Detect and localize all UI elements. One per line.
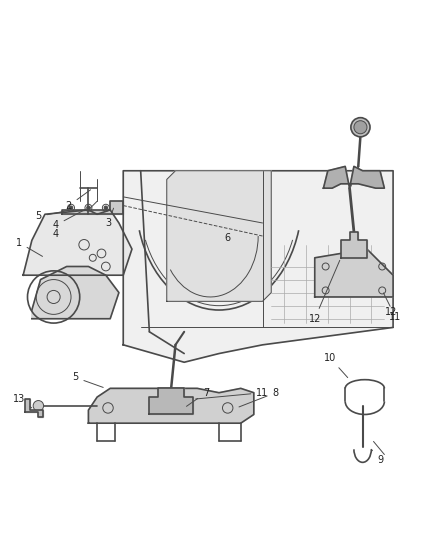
Text: 4: 4 <box>53 229 59 239</box>
Circle shape <box>104 206 108 209</box>
Text: 9: 9 <box>371 449 383 465</box>
Polygon shape <box>323 166 385 188</box>
Text: 10: 10 <box>324 353 348 377</box>
Text: 8: 8 <box>239 387 279 407</box>
Polygon shape <box>315 249 393 297</box>
Polygon shape <box>23 210 132 275</box>
Polygon shape <box>88 389 254 423</box>
Text: 2: 2 <box>66 190 91 211</box>
Polygon shape <box>167 171 271 301</box>
Text: 3: 3 <box>105 208 113 228</box>
Polygon shape <box>149 389 193 415</box>
Polygon shape <box>32 266 119 319</box>
Polygon shape <box>25 399 43 417</box>
Text: 7: 7 <box>187 387 209 406</box>
Polygon shape <box>123 171 393 362</box>
Text: 5: 5 <box>35 211 68 221</box>
Text: 1: 1 <box>16 238 42 256</box>
Text: 6: 6 <box>225 233 231 243</box>
Circle shape <box>354 120 367 134</box>
Circle shape <box>69 206 73 209</box>
Polygon shape <box>62 201 123 214</box>
Circle shape <box>351 118 370 137</box>
Text: 5: 5 <box>72 373 103 387</box>
Circle shape <box>87 206 90 209</box>
Text: 13: 13 <box>13 394 32 408</box>
Text: 12: 12 <box>308 260 340 324</box>
Polygon shape <box>341 232 367 258</box>
Text: 11: 11 <box>196 387 268 399</box>
Text: 12: 12 <box>385 307 397 317</box>
Text: 4: 4 <box>53 209 86 230</box>
Text: 11: 11 <box>383 293 401 321</box>
Circle shape <box>33 400 44 411</box>
